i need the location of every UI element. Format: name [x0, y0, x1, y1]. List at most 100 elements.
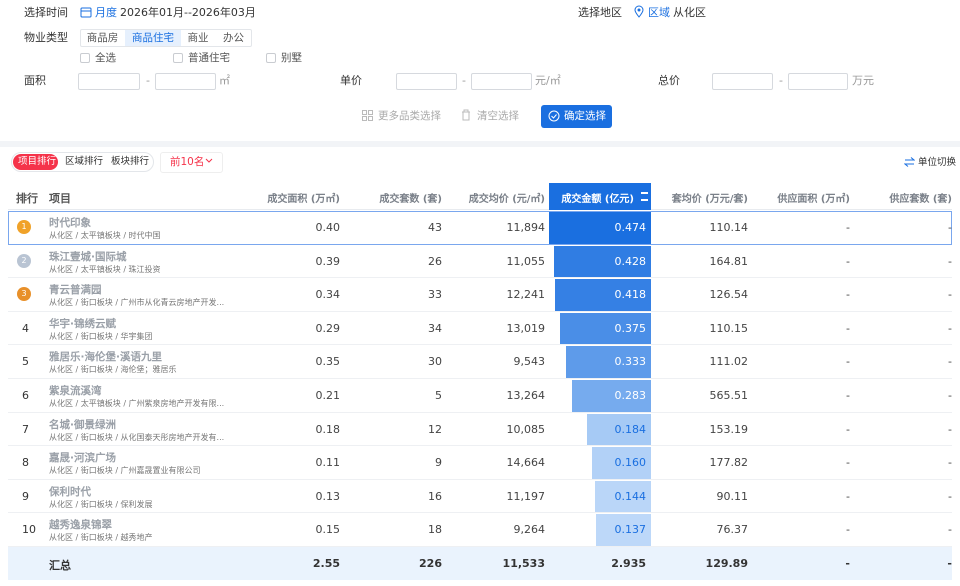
switch-icon: [904, 157, 915, 167]
cell-value: 12: [428, 422, 442, 436]
area-label: 面积: [24, 74, 46, 87]
option[interactable]: 全选: [95, 52, 116, 64]
header-cell: 成交面积 (万㎡): [267, 194, 340, 205]
cell-value: 33: [428, 288, 442, 302]
tab-group: [80, 29, 252, 47]
cell-value: -: [846, 355, 850, 369]
cell-value: -: [948, 321, 952, 335]
total-label: 汇总: [49, 559, 71, 572]
rank: 8: [22, 456, 29, 470]
amount-bar: [555, 279, 651, 311]
more-button[interactable]: 更多品类选择: [378, 110, 441, 122]
cell-value: -: [948, 221, 952, 234]
cell-value: 0.39: [315, 254, 341, 268]
top-dropdown[interactable]: [160, 152, 223, 173]
rank-tabs: [11, 152, 154, 172]
cell-value: -: [846, 422, 850, 436]
input[interactable]: [712, 73, 773, 90]
amount-bar: [565, 346, 651, 378]
header-cell: 成交套数 (套): [379, 194, 442, 205]
cell-value: 0.35: [315, 355, 341, 369]
amount-bar: [596, 514, 651, 546]
check-icon: [548, 110, 560, 122]
clear-button[interactable]: 清空选择: [477, 110, 519, 122]
project-name: 名城·御景绿洲: [49, 418, 116, 431]
rank-tab[interactable]: 区域排行: [65, 156, 104, 167]
project-info: 从化区 / 街口板块 / 保利发展: [49, 499, 153, 509]
unit-price-label: 单价: [340, 74, 362, 87]
cell-value: 10,085: [506, 422, 546, 436]
input[interactable]: [78, 73, 140, 90]
cell-value: -: [846, 321, 850, 335]
medal: 3: [17, 287, 31, 302]
amount-value: 0.333: [614, 355, 647, 369]
input[interactable]: [788, 73, 848, 90]
project-info: 从化区 / 太平镇板块 / 珠江投资: [49, 264, 161, 274]
cell-value: -: [948, 489, 952, 503]
input[interactable]: [396, 73, 457, 90]
cell-value: -: [948, 422, 952, 436]
cell-value: -: [948, 389, 952, 402]
row-bg: [8, 480, 952, 514]
cell-value: 13,264: [506, 389, 546, 402]
separator: -: [779, 74, 783, 87]
top-select[interactable]: 前10名: [170, 156, 205, 168]
region-value[interactable]: 从化区: [673, 6, 706, 19]
time-range[interactable]: 2026年01月--2026年03月: [120, 6, 256, 19]
region-mode[interactable]: 区域: [648, 6, 670, 19]
header-cell: 成交金额 (亿元): [561, 194, 634, 205]
medal: 2: [17, 253, 31, 268]
property-tab[interactable]: 商业: [187, 32, 209, 44]
unit-switch[interactable]: 单位切换: [918, 157, 957, 168]
project-info: 从化区 / 街口板块 / 海伦堡；雅居乐: [49, 365, 177, 375]
divider: [0, 141, 960, 147]
rank-tab[interactable]: 板块排行: [111, 156, 150, 167]
cell-value: -: [846, 288, 850, 302]
cell-value: 110.14: [709, 221, 749, 234]
cell-value: 13,019: [506, 321, 546, 335]
cell-value: -: [948, 456, 952, 470]
input[interactable]: [471, 73, 532, 90]
cell-value: 111.02: [709, 355, 749, 369]
cell-value: 11,894: [506, 221, 546, 234]
chevron: [205, 158, 213, 163]
confirm-button[interactable]: [541, 105, 612, 128]
row-bg: [8, 513, 952, 547]
cell-value: 126.54: [709, 288, 749, 302]
total-value: 226: [419, 557, 442, 570]
cell-value: 0.29: [315, 321, 341, 335]
checkbox[interactable]: [266, 53, 276, 63]
separator: -: [146, 74, 150, 87]
property-tab[interactable]: 商品房: [86, 32, 119, 44]
property-tab-active[interactable]: 商品住宅: [125, 30, 181, 46]
cell-value: 30: [428, 355, 442, 369]
cell-value: 110.15: [709, 321, 749, 335]
amount-header-bg: [549, 183, 651, 210]
cell-value: -: [846, 489, 850, 503]
checkbox[interactable]: [80, 53, 90, 63]
total-value: 11,533: [502, 557, 545, 570]
option[interactable]: 普通住宅: [188, 52, 230, 64]
checkbox[interactable]: [173, 53, 183, 63]
row-bg: [8, 211, 952, 245]
cell-value: 12,241: [506, 288, 546, 302]
confirm-label[interactable]: 确定选择: [564, 110, 606, 122]
amount-value: 0.137: [614, 523, 647, 537]
row-bg: [8, 245, 952, 279]
rank: 7: [22, 422, 29, 436]
total-value: 2.55: [312, 557, 340, 570]
cell-value: -: [948, 254, 952, 268]
project-name: 嘉晟·河滨广场: [49, 452, 116, 465]
rank-tab-active[interactable]: 项目排行: [18, 156, 57, 167]
project-info: 从化区 / 街口板块 / 华宇集团: [49, 331, 153, 341]
time-mode[interactable]: 月度: [95, 6, 117, 19]
project-name: 越秀逸泉锦翠: [49, 519, 112, 532]
cell-value: 43: [428, 221, 442, 234]
amount-value: 0.428: [614, 254, 647, 268]
pin-icon: [634, 5, 644, 18]
property-tab[interactable]: 办公: [223, 32, 244, 44]
cell-value: 14,664: [506, 456, 546, 470]
input[interactable]: [155, 73, 216, 90]
option[interactable]: 别墅: [281, 52, 302, 64]
